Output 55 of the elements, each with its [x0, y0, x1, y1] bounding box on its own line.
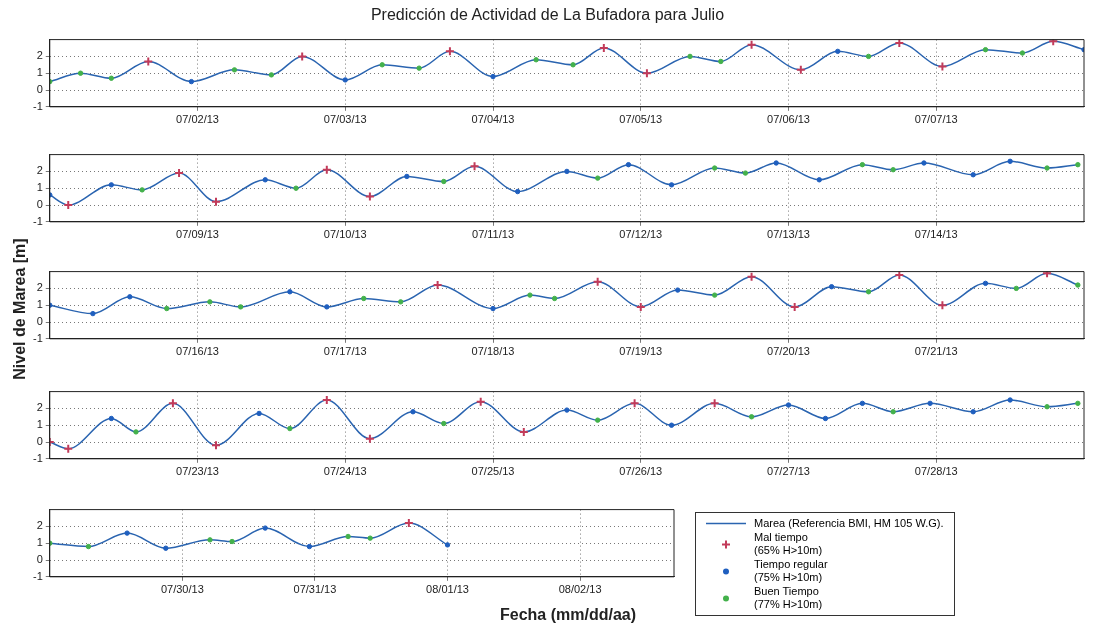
y-tick-label: -1: [33, 214, 43, 227]
x-tick-label: 07/27/13: [767, 465, 810, 478]
x-tick-label: 07/31/13: [293, 583, 337, 596]
x-tick-label: 07/02/13: [176, 113, 219, 126]
x-tick-label: 07/03/13: [323, 113, 367, 126]
x-tick-label: 07/13/13: [767, 228, 810, 241]
x-tick-label: 07/21/13: [914, 345, 958, 358]
x-tick-label: 07/12/13: [619, 228, 663, 241]
x-tick-label: 07/07/13: [914, 113, 958, 126]
x-axis-title: Fecha (mm/dd/aa): [500, 606, 637, 624]
x-tick-label: 07/18/13: [471, 345, 515, 358]
x-tick-label: 07/28/13: [914, 465, 958, 478]
y-tick-label: 0: [36, 553, 43, 566]
y-tick-label: -1: [33, 451, 43, 464]
x-tick-label: 07/10/13: [323, 228, 367, 241]
x-tick-label: 07/30/13: [160, 583, 204, 596]
x-tick-label: 07/09/13: [176, 228, 219, 241]
x-tick-label: 07/06/13: [767, 113, 810, 126]
y-tick-label: -1: [33, 331, 43, 344]
legend-label: Tiempo regular (75% H>10m): [754, 558, 828, 584]
x-tick-label: 07/16/13: [176, 345, 219, 358]
y-tick-label: -1: [33, 569, 43, 582]
x-tick-label: 07/19/13: [619, 345, 663, 358]
x-tick-label: 07/20/13: [767, 345, 810, 358]
x-tick-label: 08/02/13: [558, 583, 602, 596]
x-tick-label: 07/17/13: [323, 345, 367, 358]
y-tick-label: -1: [33, 99, 43, 112]
chart-title: Predicción de Actividad de La Bufadora para Julio: [369, 6, 726, 24]
y-tick-label: 1: [36, 298, 43, 311]
y-tick-label: 1: [36, 536, 43, 549]
y-tick-label: 1: [36, 66, 43, 79]
y-tick-label: 0: [36, 83, 43, 96]
y-tick-label: 1: [36, 418, 43, 431]
legend-label: Mal tiempo (65% H>10m): [754, 531, 823, 557]
x-tick-label: 07/05/13: [619, 113, 663, 126]
y-tick-label: 1: [36, 181, 43, 194]
x-tick-label: 07/23/13: [176, 465, 219, 478]
y-tick-label: 2: [36, 401, 43, 414]
x-tick-label: 07/24/13: [323, 465, 367, 478]
y-tick-label: 2: [36, 519, 43, 532]
x-tick-label: 07/04/13: [471, 113, 515, 126]
y-tick-label: 2: [36, 49, 43, 62]
y-tick-label: 2: [36, 164, 43, 177]
x-tick-label: 07/11/13: [472, 228, 515, 241]
y-tick-label: 0: [36, 198, 43, 211]
x-tick-label: 07/14/13: [914, 228, 958, 241]
y-tick-label: 0: [36, 315, 43, 328]
x-tick-label: 07/25/13: [471, 465, 515, 478]
y-tick-label: 0: [36, 435, 43, 448]
x-tick-label: 07/26/13: [619, 465, 663, 478]
y-axis-title: Nivel de Marea [m]: [11, 237, 29, 382]
legend-label: Marea (Referencia BMI, HM 105 W.G).: [754, 517, 944, 530]
x-tick-label: 08/01/13: [426, 583, 469, 596]
y-tick-label: 2: [36, 281, 43, 294]
legend-label: Buen Tiempo (77% H>10m): [754, 585, 823, 611]
